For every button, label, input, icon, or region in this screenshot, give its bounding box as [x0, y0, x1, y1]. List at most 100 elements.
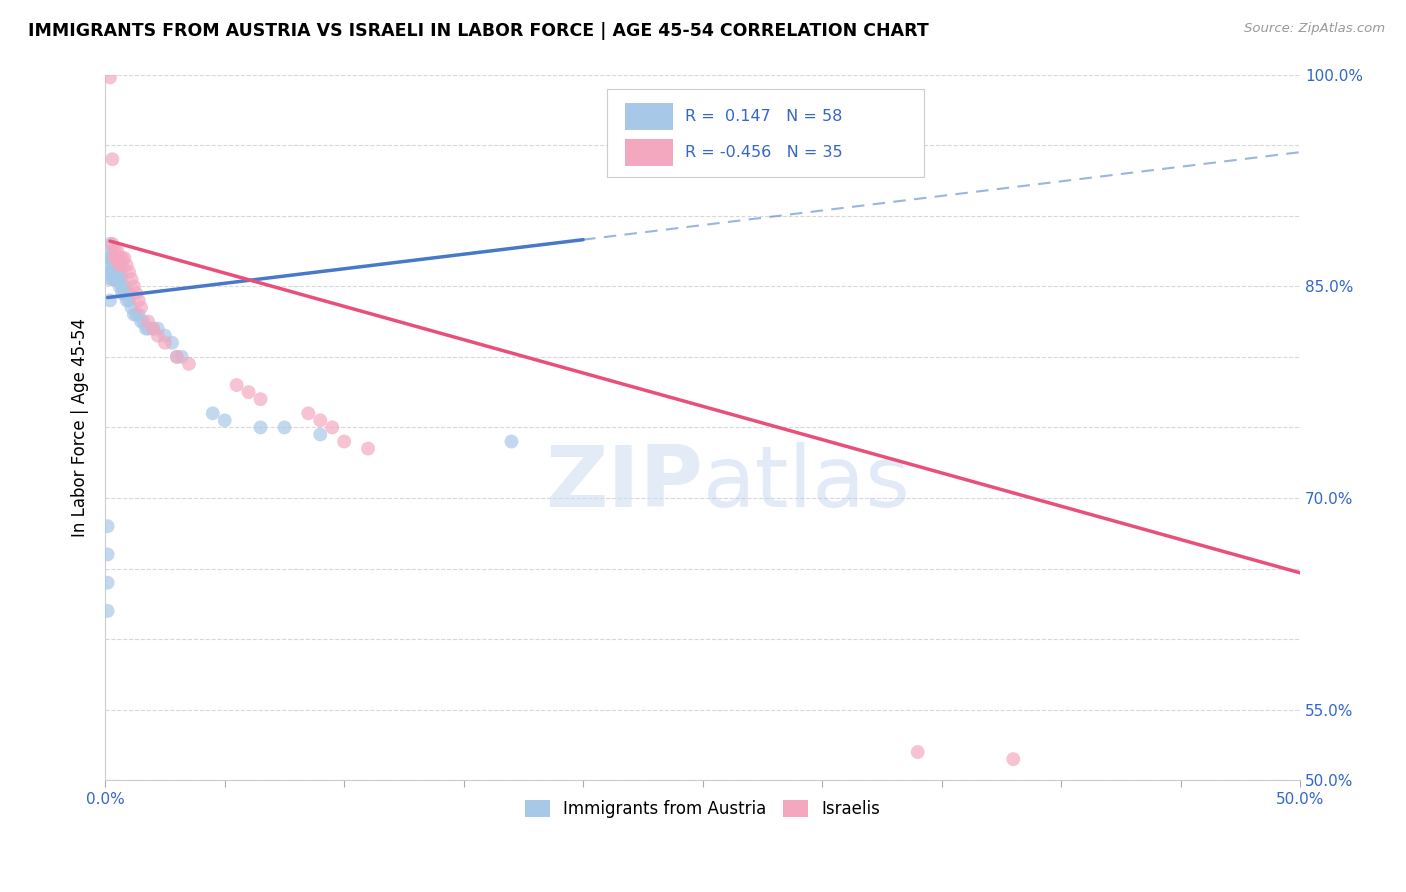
Point: [111, 258, 134, 272]
Point: [104, 272, 127, 286]
Point: [121, 272, 143, 286]
Point: [98, 293, 121, 308]
Point: [273, 420, 295, 434]
Point: [101, 244, 124, 258]
Point: [101, 253, 124, 268]
Point: [104, 244, 127, 258]
Point: [907, 745, 929, 759]
Point: [166, 350, 188, 364]
Point: [97, 548, 120, 562]
Point: [105, 265, 128, 279]
Point: [101, 236, 124, 251]
Point: [135, 321, 157, 335]
Point: [501, 434, 523, 449]
Point: [201, 406, 224, 420]
Point: [115, 293, 138, 308]
Point: [98, 251, 121, 265]
Point: [105, 262, 128, 277]
Text: IMMIGRANTS FROM AUSTRIA VS ISRAELI IN LABOR FORCE | AGE 45-54 CORRELATION CHART: IMMIGRANTS FROM AUSTRIA VS ISRAELI IN LA…: [28, 22, 929, 40]
Point: [166, 350, 188, 364]
Point: [225, 378, 247, 392]
Point: [108, 258, 131, 272]
Point: [136, 314, 159, 328]
Point: [98, 265, 121, 279]
Point: [101, 258, 124, 272]
Point: [153, 335, 176, 350]
Point: [111, 286, 134, 301]
Point: [249, 392, 271, 407]
Point: [101, 248, 124, 262]
Point: [170, 350, 193, 364]
Text: R = -0.456   N = 35: R = -0.456 N = 35: [685, 145, 842, 160]
Point: [101, 152, 124, 166]
Point: [101, 251, 124, 265]
Text: Source: ZipAtlas.com: Source: ZipAtlas.com: [1244, 22, 1385, 36]
Point: [105, 258, 128, 272]
Point: [121, 301, 143, 315]
Point: [142, 321, 165, 335]
Point: [112, 279, 135, 293]
Point: [1002, 752, 1025, 766]
Point: [333, 434, 356, 449]
Point: [105, 272, 128, 286]
Point: [177, 357, 200, 371]
Point: [128, 308, 150, 322]
Point: [98, 70, 121, 85]
Point: [309, 413, 332, 427]
Point: [97, 519, 120, 533]
Point: [118, 293, 141, 308]
Point: [104, 251, 127, 265]
Text: ZIP: ZIP: [546, 442, 703, 525]
Point: [160, 335, 183, 350]
Point: [128, 293, 150, 308]
Point: [104, 258, 127, 272]
Legend: Immigrants from Austria, Israelis: Immigrants from Austria, Israelis: [519, 793, 887, 825]
Point: [238, 385, 260, 400]
Point: [112, 286, 135, 301]
Point: [115, 286, 138, 301]
Point: [146, 321, 169, 335]
Point: [214, 413, 236, 427]
FancyBboxPatch shape: [624, 103, 672, 130]
Point: [122, 308, 145, 322]
Point: [101, 265, 124, 279]
Point: [321, 420, 343, 434]
Point: [136, 321, 159, 335]
Point: [146, 328, 169, 343]
Point: [101, 272, 124, 286]
Point: [97, 575, 120, 590]
Point: [129, 301, 152, 315]
Point: [108, 272, 131, 286]
FancyBboxPatch shape: [607, 88, 924, 177]
Point: [297, 406, 319, 420]
Point: [111, 279, 134, 293]
Point: [111, 268, 134, 282]
Point: [125, 286, 148, 301]
Point: [153, 328, 176, 343]
Point: [112, 251, 135, 265]
Y-axis label: In Labor Force | Age 45-54: In Labor Force | Age 45-54: [72, 318, 89, 537]
Point: [104, 262, 127, 277]
Point: [108, 251, 131, 265]
Point: [98, 236, 121, 251]
Point: [104, 251, 127, 265]
Point: [249, 420, 271, 434]
Text: R =  0.147   N = 58: R = 0.147 N = 58: [685, 110, 842, 124]
Text: atlas: atlas: [703, 442, 911, 525]
Point: [108, 279, 131, 293]
FancyBboxPatch shape: [624, 139, 672, 166]
Point: [115, 258, 138, 272]
Point: [132, 314, 155, 328]
Point: [97, 604, 120, 618]
Point: [105, 251, 128, 265]
Point: [118, 265, 141, 279]
Point: [101, 262, 124, 277]
Point: [111, 251, 134, 265]
Point: [142, 321, 165, 335]
Point: [104, 268, 127, 282]
Point: [129, 314, 152, 328]
Point: [105, 244, 128, 258]
Point: [125, 308, 148, 322]
Point: [108, 265, 131, 279]
Point: [98, 272, 121, 286]
